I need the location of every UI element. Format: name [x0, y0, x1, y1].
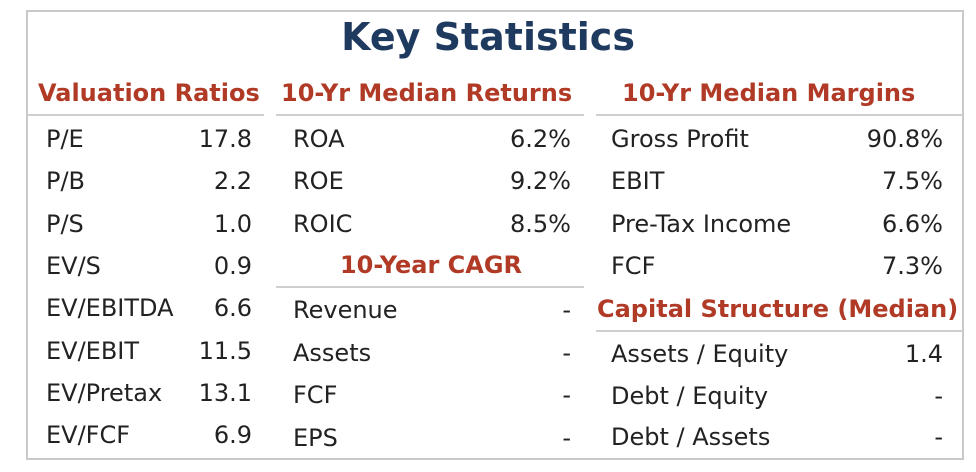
- key-statistics-card: [26, 10, 964, 460]
- stat-value: 6.6: [213, 294, 252, 323]
- stat-value: 90.8%: [866, 125, 943, 153]
- stat-label: Assets / Equity: [611, 340, 789, 368]
- stat-value: 11.5: [198, 336, 252, 365]
- stat-value: 17.8: [198, 125, 252, 153]
- stat-row: EV/S 0.9: [46, 251, 252, 281]
- stat-label: FCF: [611, 251, 656, 280]
- median-returns-header: 10-Yr Median Returns: [281, 79, 573, 107]
- median-margins-header: 10-Yr Median Margins: [622, 79, 916, 107]
- stat-label: P/S: [46, 209, 84, 238]
- stat-row: ROA 6.2%: [293, 124, 571, 154]
- stat-row: Revenue -: [293, 295, 571, 325]
- stat-label: Revenue: [293, 296, 398, 324]
- stat-row: FCF 7.3%: [611, 251, 943, 281]
- stat-label: EV/S: [46, 251, 101, 280]
- stat-label: EV/FCF: [46, 421, 131, 450]
- stat-row: EV/Pretax 13.1: [46, 378, 252, 408]
- stat-value: 1.4: [904, 340, 943, 368]
- stat-row: Debt / Assets -: [611, 422, 943, 452]
- stat-label: Pre-Tax Income: [611, 209, 792, 238]
- stat-label: EBIT: [611, 167, 665, 196]
- stat-row: FCF -: [293, 380, 571, 410]
- stat-row: EPS -: [293, 423, 571, 453]
- stat-row: Debt / Equity -: [611, 381, 943, 411]
- stat-row: EV/EBITDA 6.6: [46, 293, 252, 323]
- stat-value: 9.2%: [510, 167, 571, 196]
- stat-row: P/E 17.8: [46, 124, 252, 154]
- stat-row: EBIT 7.5%: [611, 166, 943, 196]
- stat-value: 1.0: [213, 209, 252, 238]
- stat-value: -: [934, 423, 943, 451]
- stat-value: 6.2%: [510, 125, 571, 153]
- stat-label: Debt / Assets: [611, 423, 771, 451]
- stat-value: -: [562, 381, 571, 409]
- stat-value: -: [562, 296, 571, 324]
- stat-label: EV/EBIT: [46, 336, 140, 365]
- stat-row: P/S 1.0: [46, 209, 252, 239]
- stat-label: Debt / Equity: [611, 381, 769, 410]
- stat-value: 6.9: [213, 421, 252, 450]
- cagr-divider: [276, 286, 584, 288]
- stat-label: Gross Profit: [611, 125, 749, 153]
- stat-row: Pre-Tax Income 6.6%: [611, 209, 943, 239]
- stat-value: 13.1: [198, 378, 252, 407]
- capital-structure-header: Capital Structure (Median): [597, 295, 959, 323]
- stat-row: Assets -: [293, 338, 571, 368]
- cagr-header: 10-Year CAGR: [339, 251, 523, 279]
- stat-row: ROIC 8.5%: [293, 209, 571, 239]
- stat-value: -: [934, 381, 943, 410]
- margins-divider: [596, 114, 962, 116]
- stat-row: ROE 9.2%: [293, 166, 571, 196]
- stat-label: EPS: [293, 423, 338, 452]
- stat-label: P/E: [46, 125, 84, 153]
- stat-value: 2.2: [213, 167, 252, 196]
- stat-row: EV/FCF 6.9: [46, 420, 252, 450]
- stat-value: 7.5%: [882, 167, 943, 196]
- capital-divider: [596, 330, 962, 332]
- stat-value: 8.5%: [510, 209, 571, 238]
- stat-label: EV/Pretax: [46, 378, 163, 407]
- stat-label: Assets: [293, 338, 372, 367]
- stat-label: ROE: [293, 167, 344, 196]
- valuation-divider: [28, 114, 264, 116]
- stat-value: 0.9: [213, 251, 252, 280]
- stat-row: Gross Profit 90.8%: [611, 124, 943, 154]
- stat-row: P/B 2.2: [46, 166, 252, 196]
- stat-label: ROIC: [293, 209, 353, 238]
- stat-value: -: [562, 338, 571, 367]
- stat-label: FCF: [293, 381, 338, 409]
- stat-label: P/B: [46, 167, 86, 196]
- page-title: Key Statistics: [341, 15, 635, 59]
- stat-value: 6.6%: [882, 209, 943, 238]
- stat-label: EV/EBITDA: [46, 294, 174, 323]
- stat-value: 7.3%: [882, 251, 943, 280]
- stat-label: ROA: [293, 125, 345, 153]
- returns-divider: [276, 114, 584, 116]
- valuation-ratios-header: Valuation Ratios: [38, 79, 260, 107]
- stat-value: -: [562, 423, 571, 452]
- stat-row: EV/EBIT 11.5: [46, 336, 252, 366]
- stat-row: Assets / Equity 1.4: [611, 339, 943, 369]
